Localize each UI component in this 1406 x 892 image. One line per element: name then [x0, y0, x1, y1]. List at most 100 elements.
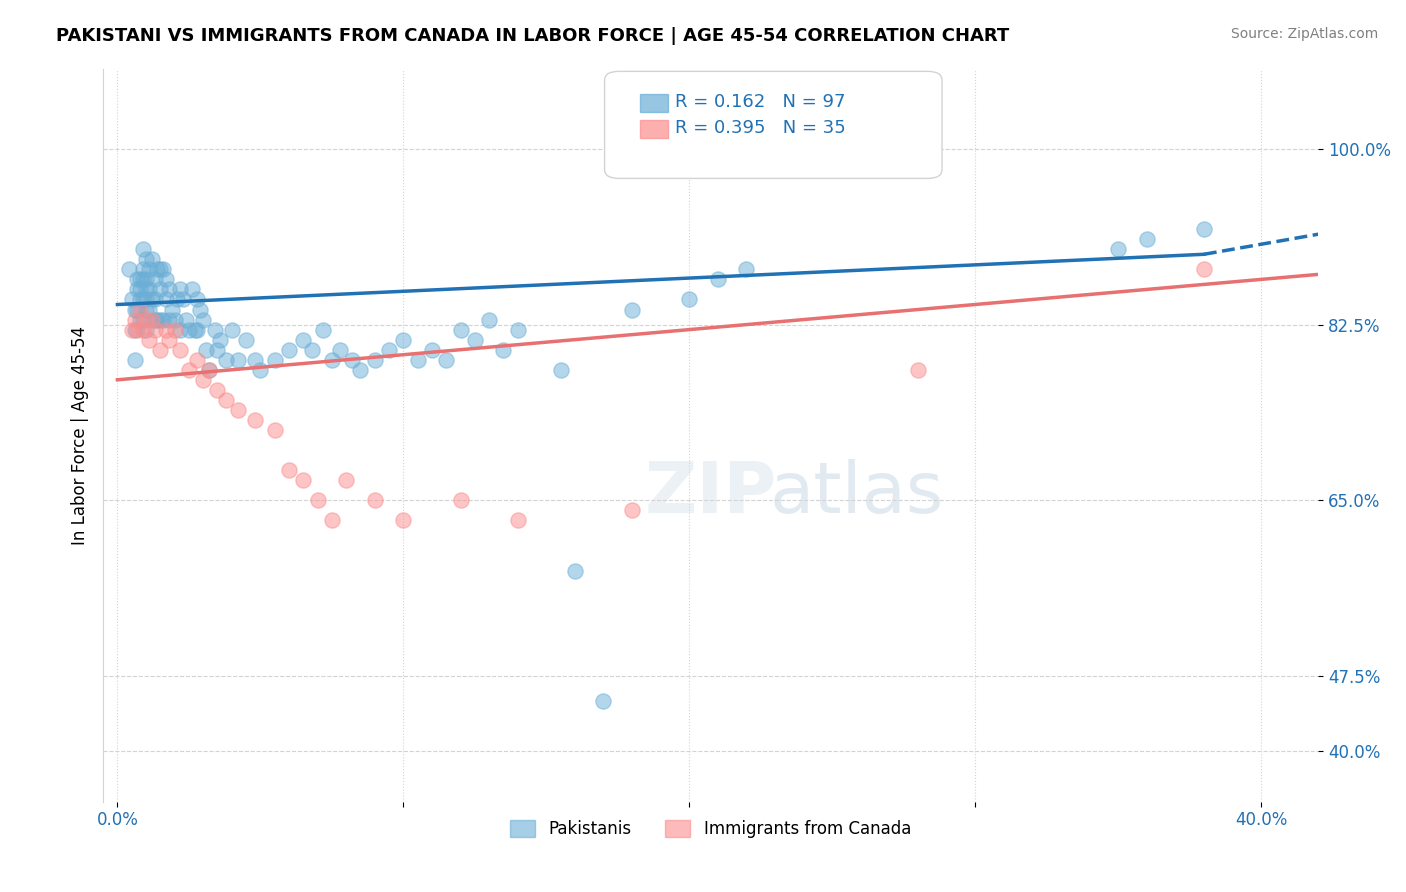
Point	[307, 493, 329, 508]
Point	[127, 302, 149, 317]
Point	[301, 343, 323, 357]
Point	[152, 262, 174, 277]
Point	[157, 333, 180, 347]
Point	[166, 293, 188, 307]
Point	[263, 423, 285, 437]
Point	[124, 323, 146, 337]
Point	[132, 272, 155, 286]
Point	[263, 352, 285, 367]
Point	[1192, 222, 1215, 236]
Point	[143, 312, 166, 326]
Point	[129, 282, 152, 296]
Point	[243, 352, 266, 367]
Point	[132, 262, 155, 277]
Point	[335, 473, 357, 487]
Point	[564, 564, 586, 578]
Point	[157, 312, 180, 326]
Point	[204, 323, 226, 337]
Point	[169, 323, 191, 337]
Point	[143, 293, 166, 307]
Point	[249, 363, 271, 377]
Point	[450, 493, 472, 508]
Point	[138, 333, 160, 347]
Point	[141, 293, 163, 307]
Point	[364, 352, 387, 367]
Point	[129, 312, 152, 326]
Y-axis label: In Labor Force | Age 45-54: In Labor Force | Age 45-54	[72, 326, 89, 544]
Point	[364, 493, 387, 508]
Point	[592, 694, 614, 708]
Point	[174, 312, 197, 326]
Point	[127, 323, 149, 337]
Point	[177, 363, 200, 377]
Text: ZIP: ZIP	[644, 459, 778, 528]
Point	[492, 343, 515, 357]
Point	[135, 252, 157, 267]
Point	[180, 282, 202, 296]
Point	[143, 323, 166, 337]
Point	[188, 302, 211, 317]
Point	[172, 293, 194, 307]
Point	[678, 293, 700, 307]
Point	[392, 333, 415, 347]
Point	[321, 352, 343, 367]
Point	[141, 312, 163, 326]
Point	[155, 272, 177, 286]
Point	[149, 262, 172, 277]
Point	[155, 323, 177, 337]
Point	[621, 302, 644, 317]
Point	[506, 513, 529, 527]
Point	[478, 312, 501, 326]
Point	[129, 302, 152, 317]
Point	[138, 262, 160, 277]
Point	[193, 312, 215, 326]
Point	[163, 312, 186, 326]
Point	[149, 312, 172, 326]
Point	[735, 262, 758, 277]
Point	[506, 323, 529, 337]
Point	[907, 363, 929, 377]
Text: Source: ZipAtlas.com: Source: ZipAtlas.com	[1230, 27, 1378, 41]
Point	[143, 272, 166, 286]
Point	[124, 312, 146, 326]
Point	[135, 282, 157, 296]
Text: R = 0.395   N = 35: R = 0.395 N = 35	[675, 120, 845, 137]
Point	[135, 302, 157, 317]
Point	[312, 323, 335, 337]
Point	[149, 282, 172, 296]
Point	[186, 323, 208, 337]
Point	[1136, 232, 1159, 246]
Text: R = 0.162   N = 97: R = 0.162 N = 97	[675, 93, 845, 111]
Point	[349, 363, 371, 377]
Point	[138, 282, 160, 296]
Point	[207, 383, 229, 397]
Point	[127, 272, 149, 286]
Point	[340, 352, 363, 367]
Point	[198, 363, 221, 377]
Point	[152, 312, 174, 326]
Point	[209, 333, 232, 347]
Point	[160, 302, 183, 317]
Point	[135, 293, 157, 307]
Point	[215, 392, 238, 407]
Point	[329, 343, 352, 357]
Point	[118, 262, 141, 277]
Point	[186, 352, 208, 367]
Point	[157, 282, 180, 296]
Point	[292, 333, 315, 347]
Point	[155, 293, 177, 307]
Point	[434, 352, 457, 367]
Point	[146, 262, 169, 277]
Point	[169, 343, 191, 357]
Point	[392, 513, 415, 527]
Point	[321, 513, 343, 527]
Text: PAKISTANI VS IMMIGRANTS FROM CANADA IN LABOR FORCE | AGE 45-54 CORRELATION CHART: PAKISTANI VS IMMIGRANTS FROM CANADA IN L…	[56, 27, 1010, 45]
Text: atlas: atlas	[769, 459, 943, 528]
Point	[169, 282, 191, 296]
Point	[163, 323, 186, 337]
Point	[378, 343, 401, 357]
Point	[132, 312, 155, 326]
Point	[121, 323, 143, 337]
Point	[146, 312, 169, 326]
Point	[132, 323, 155, 337]
